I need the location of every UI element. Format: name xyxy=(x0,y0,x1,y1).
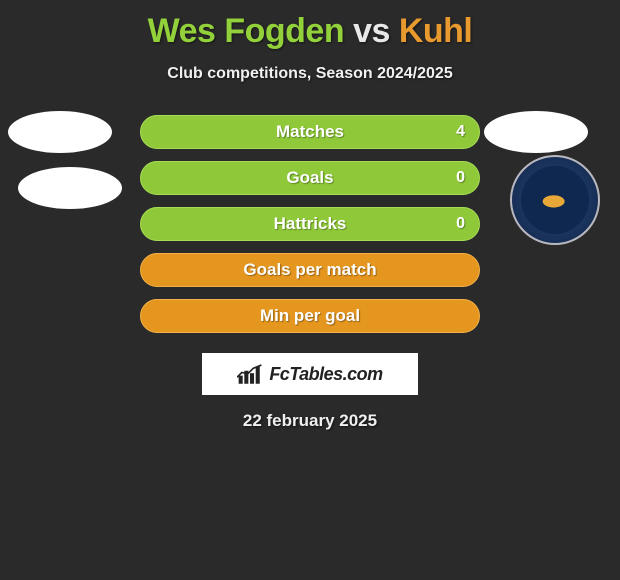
bar-chart-icon xyxy=(237,363,263,385)
fctables-logo-text: FcTables.com xyxy=(269,364,382,385)
stat-label: Hattricks xyxy=(274,214,347,234)
player2-avatar-placeholder xyxy=(484,111,588,153)
stat-value-right: 4 xyxy=(456,123,465,141)
vs-label: vs xyxy=(353,12,390,50)
stat-row-hattricks: Hattricks 0 xyxy=(140,207,480,241)
stat-label: Matches xyxy=(276,122,344,142)
stat-row-goals: Goals 0 xyxy=(140,161,480,195)
player1-avatar-placeholder xyxy=(8,111,112,153)
fctables-logo[interactable]: FcTables.com xyxy=(202,353,418,395)
snapshot-date: 22 february 2025 xyxy=(0,411,620,431)
stats-area: Matches 4 Goals 0 Hattricks 0 Goals per match M… xyxy=(0,115,620,333)
stat-label: Goals per match xyxy=(243,260,376,280)
comparison-title: Wes Fogden vs Kuhl xyxy=(0,0,620,51)
competition-subtitle: Club competitions, Season 2024/2025 xyxy=(0,65,620,83)
stat-row-matches: Matches 4 xyxy=(140,115,480,149)
stat-label: Goals xyxy=(286,168,333,188)
stat-value-right: 0 xyxy=(456,215,465,233)
player2-name: Kuhl xyxy=(399,12,473,50)
stat-rows: Matches 4 Goals 0 Hattricks 0 Goals per match M… xyxy=(140,115,480,333)
player1-avatar-placeholder-2 xyxy=(18,167,122,209)
club-badge-icon xyxy=(510,155,600,245)
player1-name: Wes Fogden xyxy=(148,12,345,50)
stat-value-right: 0 xyxy=(456,169,465,187)
stat-label: Min per goal xyxy=(260,306,360,326)
stat-row-min-per-goal: Min per goal xyxy=(140,299,480,333)
stat-row-goals-per-match: Goals per match xyxy=(140,253,480,287)
